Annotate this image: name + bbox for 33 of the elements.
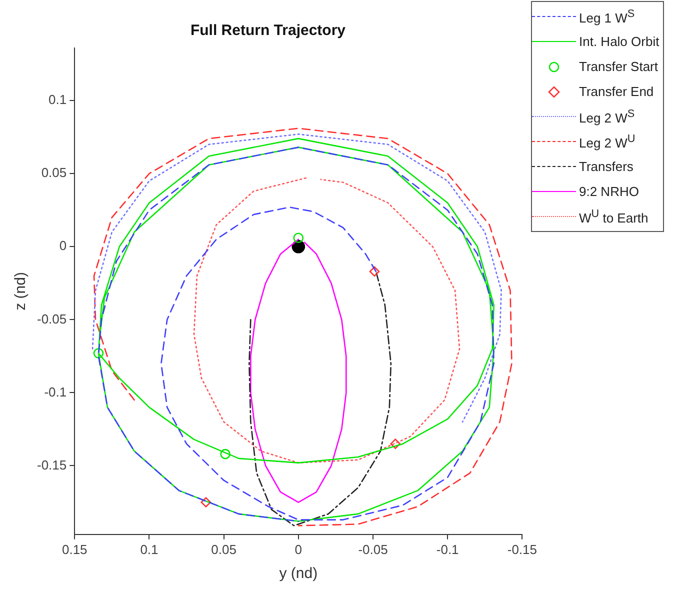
x-tick-label: 0.05 [211, 542, 236, 557]
point [220, 448, 230, 460]
y-tick-label: 0.1 [48, 92, 67, 108]
y-tick-label: 0.05 [41, 165, 67, 180]
x-tick-label: 0.15 [62, 542, 88, 557]
y-axis-title: z (nd) [12, 272, 30, 310]
legend-label: W$^{U}$ to Earth [579, 208, 648, 226]
x-axis-title: y (nd) [279, 565, 318, 582]
legend-label: Transfer End [579, 84, 654, 99]
legend-label: Transfers [579, 159, 634, 174]
chart-title: Full Return Trajectory [190, 22, 346, 40]
legend-label: 9:2 NRHO [579, 184, 639, 199]
legend-label: Transfer Start [579, 59, 658, 74]
point [93, 348, 104, 358]
y-tick-label: -0.05 [36, 311, 67, 326]
point [390, 438, 401, 449]
legend-label: Leg 1 W$^{S}$ [579, 8, 635, 26]
y-tick-label: 0 [59, 238, 67, 254]
x-tick-label: -0.15 [507, 542, 538, 557]
legend-label: Leg 2 W$^{S}$ [579, 108, 635, 126]
y-tick-label: -0.1 [44, 384, 67, 400]
legend-label: Leg 2 W$^{U}$ [579, 132, 636, 150]
x-tick-label: 0 [294, 542, 302, 557]
x-tick-label: -0.05 [358, 542, 388, 557]
x-tick-label: -0.1 [436, 542, 459, 557]
y-tick-label: -0.15 [36, 457, 67, 472]
x-tick-label: 0.1 [140, 542, 158, 557]
point [200, 497, 212, 508]
point [369, 266, 380, 277]
line-series [193, 177, 460, 464]
point [293, 232, 304, 244]
legend-label: Int. Halo Orbit [579, 34, 660, 49]
line-series [92, 134, 502, 423]
